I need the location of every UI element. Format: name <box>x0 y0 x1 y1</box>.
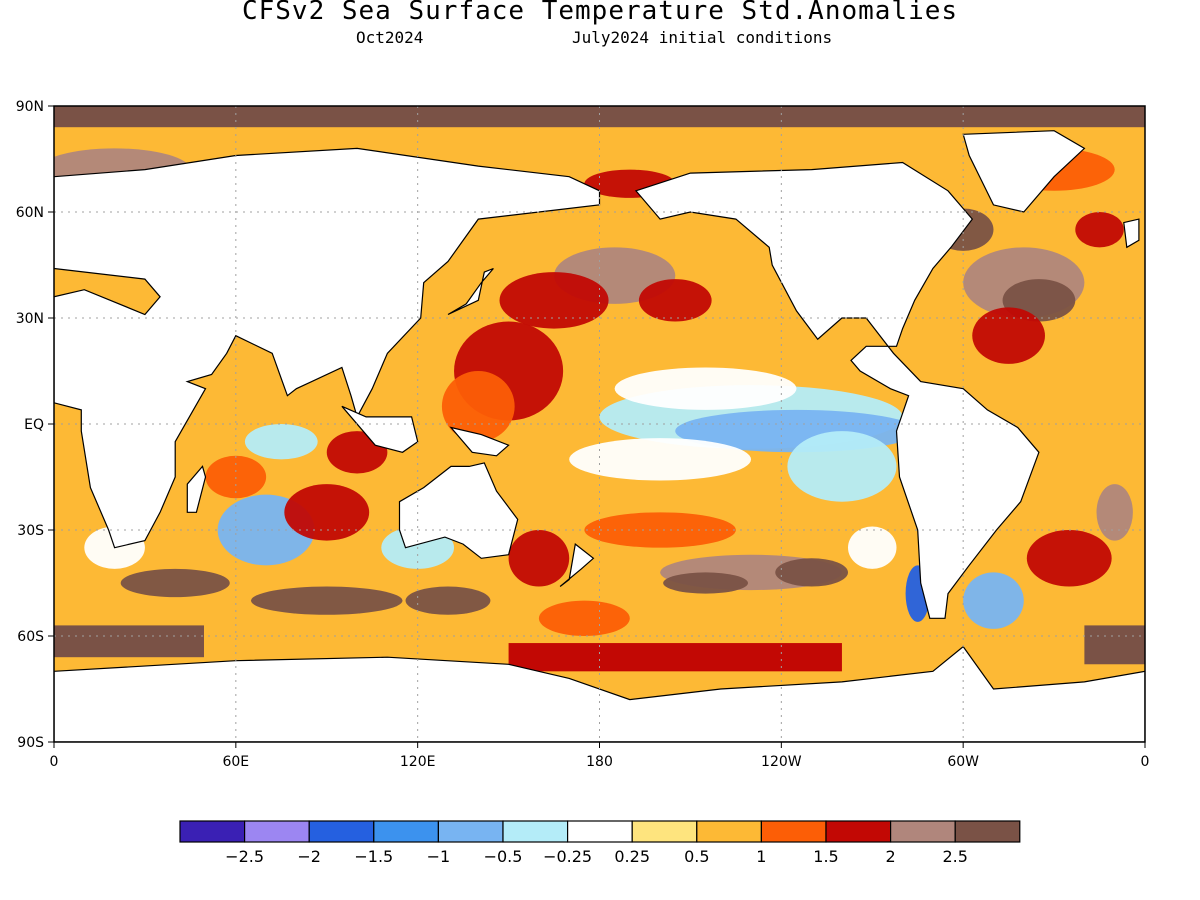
lat-label: 60S <box>17 629 44 645</box>
lat-label: 90S <box>17 735 44 751</box>
lon-label: 180 <box>586 754 613 770</box>
map-axes: 90N 60N 30N EQ 30S 60S 90S 0 60E 120E 180 120W 60W 0 <box>16 99 1150 770</box>
colorbar-swatch <box>502 820 569 843</box>
lat-label: 30S <box>17 523 44 539</box>
colorbar-label: −1.5 <box>354 847 393 866</box>
graticule <box>54 106 1145 742</box>
colorbar-label: −2 <box>297 847 321 866</box>
colorbar-label: 2.5 <box>942 847 967 866</box>
colorbar-swatch <box>179 820 246 843</box>
colorbar-swatch <box>825 820 892 843</box>
colorbar-label: −1 <box>427 847 451 866</box>
colorbar-label: 0.5 <box>684 847 709 866</box>
colorbar-label: 1 <box>756 847 766 866</box>
colorbar-label: −2.5 <box>225 847 264 866</box>
colorbar-swatch <box>696 820 762 843</box>
colorbar-label: −0.25 <box>543 847 592 866</box>
lon-label: 120W <box>761 754 802 770</box>
colorbar: −2.5 −2 −1.5 −1 −0.5 −0.25 0.25 0.5 1 1.5 2 2.5 <box>179 820 1021 866</box>
colorbar-swatch <box>889 820 956 843</box>
colorbar-swatch <box>308 820 375 843</box>
initial-conditions: July2024 initial conditions <box>572 28 833 47</box>
colorbar-swatch <box>244 820 310 843</box>
colorbar-swatch <box>373 820 439 843</box>
colorbar-swatch <box>437 820 504 843</box>
lat-label: 30N <box>16 311 44 327</box>
lon-label: 0 <box>1141 754 1150 770</box>
map-title: CFSv2 Sea Surface Temperature Std.Anomal… <box>241 0 959 26</box>
lon-label: 60E <box>222 754 249 770</box>
colorbar-label: 0.25 <box>614 847 650 866</box>
colorbar-label: 1.5 <box>813 847 838 866</box>
lat-label: 60N <box>16 205 44 221</box>
lat-label: EQ <box>24 417 44 433</box>
colorbar-label: −0.5 <box>484 847 523 866</box>
lon-label: 60W <box>947 754 979 770</box>
colorbar-swatch <box>760 820 827 843</box>
lon-label: 0 <box>50 754 59 770</box>
colorbar-label: 2 <box>886 847 896 866</box>
forecast-month: Oct2024 <box>356 28 424 47</box>
colorbar-swatch <box>631 820 698 843</box>
colorbar-swatch <box>954 820 1021 843</box>
lat-label: 90N <box>16 99 44 115</box>
lon-label: 120E <box>400 754 436 770</box>
colorbar-swatch <box>566 820 633 843</box>
